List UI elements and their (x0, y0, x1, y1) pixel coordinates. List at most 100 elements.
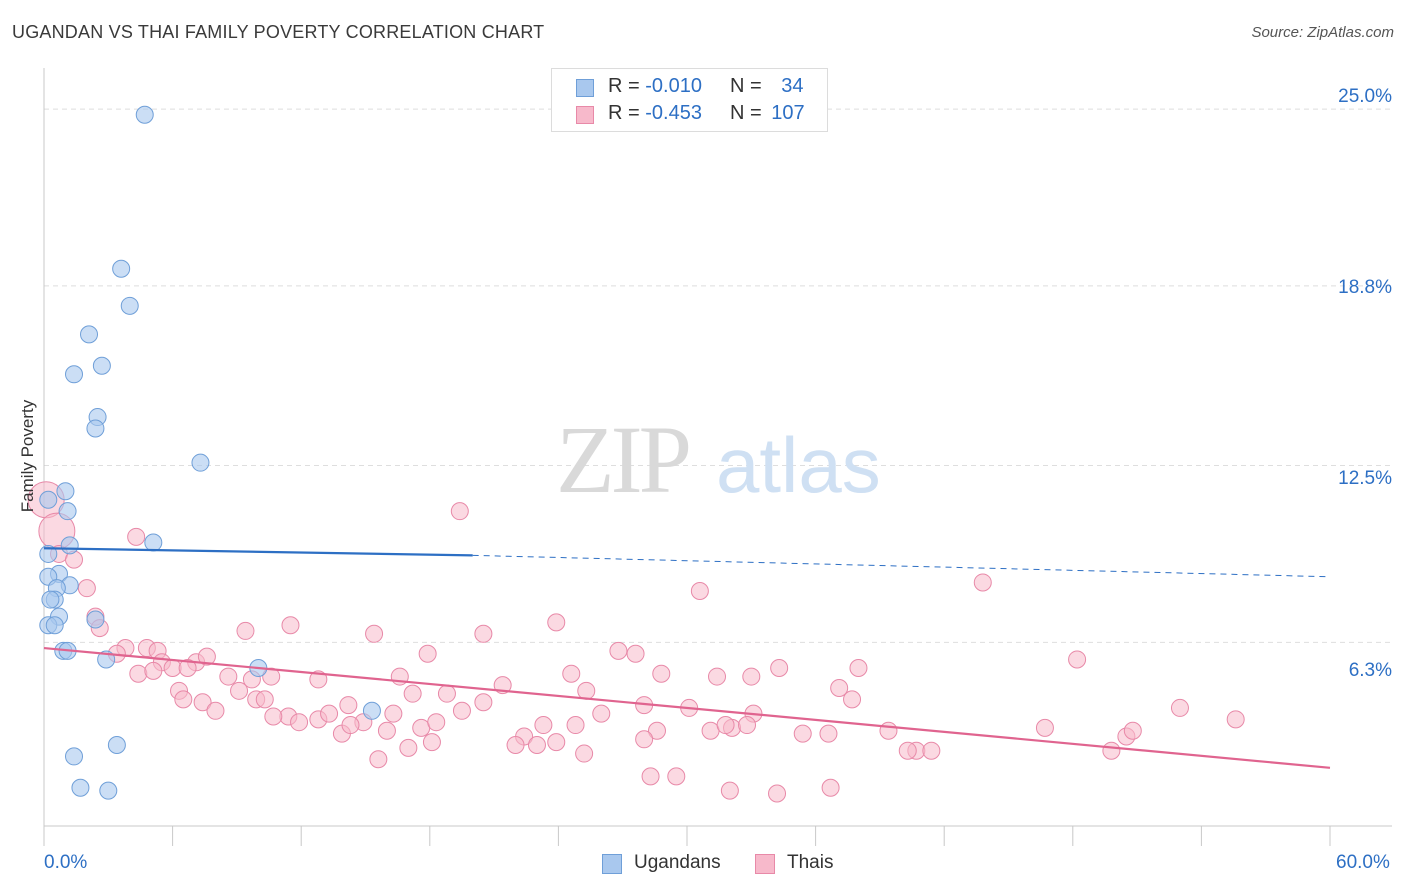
thai-point (384, 704, 403, 723)
thai-point (206, 701, 225, 720)
thai-point (163, 659, 182, 678)
thai-point (369, 750, 388, 769)
thai-point (399, 738, 418, 757)
thai-point (1035, 718, 1054, 737)
x-tick-label-min: 0.0% (44, 852, 88, 873)
thai-point (843, 690, 862, 709)
thai-point (474, 624, 493, 643)
thai-point (830, 678, 849, 697)
thai-point (320, 704, 339, 723)
thai-point (219, 667, 238, 686)
thai-point (193, 693, 212, 712)
ugandan-point (65, 365, 84, 384)
y-tick-label: 6.3% (1348, 660, 1392, 681)
ugandan-swatch (576, 79, 594, 97)
thai-point (178, 659, 197, 678)
thai-point (667, 767, 686, 786)
thai-point (452, 701, 471, 720)
thai-point (264, 707, 283, 726)
ugandan-point (112, 259, 131, 278)
thai-point (973, 573, 992, 592)
thai-point (77, 579, 96, 598)
n-label: N = (730, 102, 768, 124)
thai-point (309, 670, 328, 689)
legend-row-thais: R = -0.453 N = 107 (552, 102, 827, 128)
thai-point (290, 713, 309, 732)
thai-point (879, 721, 898, 740)
thai-point (768, 784, 787, 803)
thai-point (377, 721, 396, 740)
thai-point (450, 502, 469, 521)
thai-point (708, 667, 727, 686)
legend-label: Thais (787, 852, 834, 873)
grid-lines (44, 108, 1392, 643)
thai-point (412, 718, 431, 737)
thai-point (898, 741, 917, 760)
thai-point (575, 744, 594, 763)
y-tick-label: 25.0% (1338, 86, 1392, 107)
thai-point (793, 724, 812, 743)
thai-point (230, 681, 249, 700)
thai-point (577, 681, 596, 700)
thai-point (197, 647, 216, 666)
ugandan-point (86, 419, 105, 438)
thai-point (720, 781, 739, 800)
ugandan-point (71, 778, 90, 797)
thai-point (403, 684, 422, 703)
source-label: Source: ZipAtlas.com (1251, 24, 1394, 41)
axes (43, 68, 1392, 846)
thai-point (236, 621, 255, 640)
thai-points (27, 481, 1245, 803)
ugandan-point (362, 701, 381, 720)
thai-point (566, 716, 585, 735)
thai-point (819, 724, 838, 743)
thai-point (635, 730, 654, 749)
thai-point (1226, 710, 1245, 729)
n-value: 34 (781, 75, 804, 97)
thai-point (341, 716, 360, 735)
thai-swatch (755, 854, 775, 874)
thai-point (255, 690, 274, 709)
ugandan-point (99, 781, 118, 800)
thai-point (821, 778, 840, 797)
thai-point (174, 690, 193, 709)
thai-point (527, 736, 546, 755)
thai-point (127, 527, 146, 546)
ugandan-point (41, 590, 60, 609)
thai-point (738, 716, 757, 735)
thai-point (129, 664, 148, 683)
thai-point (506, 736, 525, 755)
ugandan-point (60, 536, 79, 555)
ugandan-swatch (602, 854, 622, 874)
ugandan-point (80, 325, 99, 344)
ugandan-point (39, 544, 58, 563)
thai-point (652, 664, 671, 683)
thai-point (1068, 650, 1087, 669)
ugandan-point (39, 490, 58, 509)
thai-point (365, 624, 384, 643)
thai-point (716, 716, 735, 735)
thai-point (562, 664, 581, 683)
ugandan-trend-extension (472, 554, 1331, 578)
r-value: -0.010 (645, 75, 702, 97)
thai-point (339, 696, 358, 715)
thai-point (742, 667, 761, 686)
ugandan-point (56, 482, 75, 501)
y-tick-label: 18.8% (1338, 277, 1392, 298)
thai-point (770, 659, 789, 678)
thai-point (437, 684, 456, 703)
thai-swatch (576, 106, 594, 124)
ugandan-point (92, 356, 111, 375)
trend-lines (43, 547, 1331, 769)
chart-title: UGANDAN VS THAI FAMILY POVERTY CORRELATI… (12, 22, 545, 42)
watermark-zip: ZIP (556, 406, 689, 513)
watermark-atlas: atlas (716, 421, 881, 509)
y-axis-label: Family Poverty (18, 399, 37, 513)
thai-point (427, 713, 446, 732)
n-value: 107 (771, 102, 805, 124)
thai-point (547, 733, 566, 752)
r-label: R = (608, 102, 646, 124)
thai-point (690, 582, 709, 601)
thai-point (1170, 698, 1189, 717)
